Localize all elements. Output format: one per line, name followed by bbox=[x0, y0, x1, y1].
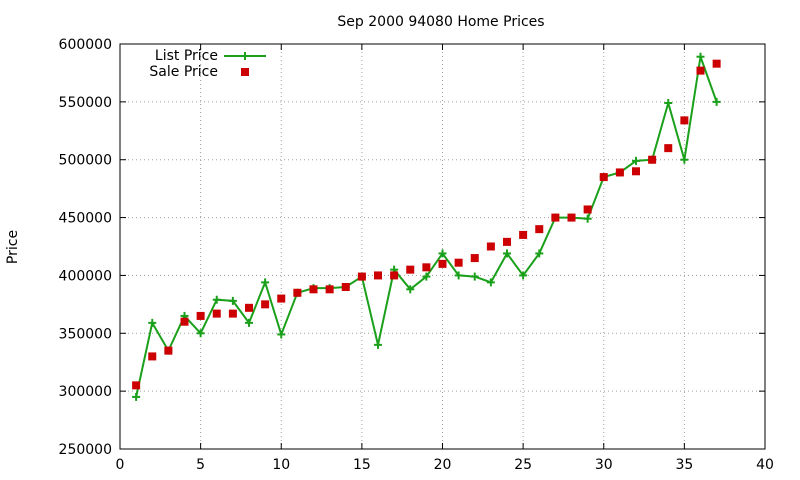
data-point bbox=[341, 283, 350, 291]
data-point bbox=[148, 352, 157, 361]
y-tick-label: 400000 bbox=[59, 268, 112, 284]
data-point bbox=[132, 381, 141, 390]
y-tick-label: 350000 bbox=[59, 326, 112, 342]
data-point bbox=[664, 99, 673, 108]
data-point bbox=[567, 213, 576, 222]
data-point bbox=[277, 330, 286, 339]
data-point bbox=[551, 213, 560, 222]
axis-ticks: 0 5 10 15 20 25 30 35 40 250000 300000 350000 400000… bbox=[59, 37, 774, 473]
data-point bbox=[293, 288, 302, 297]
data-point bbox=[680, 116, 689, 125]
y-tick-label: 500000 bbox=[59, 153, 112, 169]
data-point bbox=[486, 278, 495, 287]
data-point bbox=[712, 97, 721, 106]
data-point bbox=[470, 272, 479, 281]
y-tick-label: 600000 bbox=[59, 37, 112, 53]
series-sale-price bbox=[132, 59, 721, 390]
data-point bbox=[212, 309, 221, 318]
data-point bbox=[309, 285, 318, 294]
data-point bbox=[374, 340, 382, 349]
data-point bbox=[680, 155, 689, 164]
data-point bbox=[245, 318, 253, 327]
data-point bbox=[148, 318, 157, 327]
y-tick-label: 300000 bbox=[59, 384, 112, 400]
x-tick-label: 30 bbox=[595, 457, 613, 473]
data-point bbox=[261, 300, 270, 309]
data-point bbox=[664, 144, 673, 153]
y-tick-label: 250000 bbox=[59, 442, 112, 458]
data-point bbox=[422, 263, 431, 272]
data-point bbox=[632, 156, 640, 165]
data-point bbox=[615, 168, 624, 177]
data-point bbox=[164, 346, 173, 355]
data-point bbox=[583, 205, 592, 214]
data-point bbox=[228, 309, 237, 318]
data-point bbox=[696, 66, 705, 75]
data-point bbox=[196, 311, 205, 320]
data-point bbox=[438, 259, 447, 268]
data-point bbox=[132, 392, 141, 401]
x-tick-label: 5 bbox=[196, 457, 205, 473]
y-tick-label: 550000 bbox=[59, 95, 112, 111]
legend-label-sale-price: Sale Price bbox=[149, 64, 218, 80]
data-point bbox=[519, 271, 528, 280]
y-tick-label: 450000 bbox=[59, 211, 112, 227]
x-tick-label: 15 bbox=[353, 457, 371, 473]
legend-marker-sale-price bbox=[241, 68, 249, 76]
data-point bbox=[454, 258, 463, 267]
data-point bbox=[519, 230, 528, 239]
data-point bbox=[454, 271, 463, 280]
y-axis-label: Price bbox=[5, 230, 21, 264]
x-tick-label: 35 bbox=[675, 457, 693, 473]
data-point bbox=[583, 214, 592, 223]
data-point bbox=[325, 285, 334, 294]
series-list-price bbox=[132, 52, 721, 401]
x-tick-label: 25 bbox=[514, 457, 532, 473]
data-point bbox=[180, 317, 189, 326]
data-point bbox=[712, 59, 721, 68]
data-point bbox=[696, 52, 705, 61]
data-point bbox=[535, 249, 544, 258]
data-point bbox=[228, 296, 237, 305]
legend-marker-list-price bbox=[241, 52, 249, 60]
data-point bbox=[486, 242, 495, 251]
data-point bbox=[277, 294, 286, 303]
data-point bbox=[503, 249, 511, 258]
legend: List Price Sale Price bbox=[149, 48, 266, 80]
data-point bbox=[406, 265, 415, 274]
data-point bbox=[438, 249, 447, 258]
x-tick-label: 0 bbox=[116, 457, 125, 473]
legend-label-list-price: List Price bbox=[155, 48, 218, 64]
series-line bbox=[135, 56, 718, 398]
data-point bbox=[632, 167, 640, 176]
data-point bbox=[422, 272, 431, 281]
data-point bbox=[261, 278, 270, 287]
data-point bbox=[470, 254, 479, 263]
chart-title: Sep 2000 94080 Home Prices bbox=[337, 14, 544, 30]
data-point bbox=[535, 225, 544, 234]
x-tick-label: 40 bbox=[756, 457, 774, 473]
data-point bbox=[599, 173, 608, 182]
data-point bbox=[357, 272, 366, 281]
data-series bbox=[132, 52, 721, 401]
data-point bbox=[648, 155, 657, 164]
data-point bbox=[196, 329, 205, 338]
data-point bbox=[503, 237, 511, 246]
data-point bbox=[245, 303, 253, 312]
data-point bbox=[212, 295, 221, 304]
x-tick-label: 10 bbox=[272, 457, 290, 473]
data-point bbox=[374, 271, 382, 280]
data-point bbox=[406, 285, 415, 294]
data-point bbox=[390, 271, 399, 280]
x-tick-label: 20 bbox=[434, 457, 452, 473]
